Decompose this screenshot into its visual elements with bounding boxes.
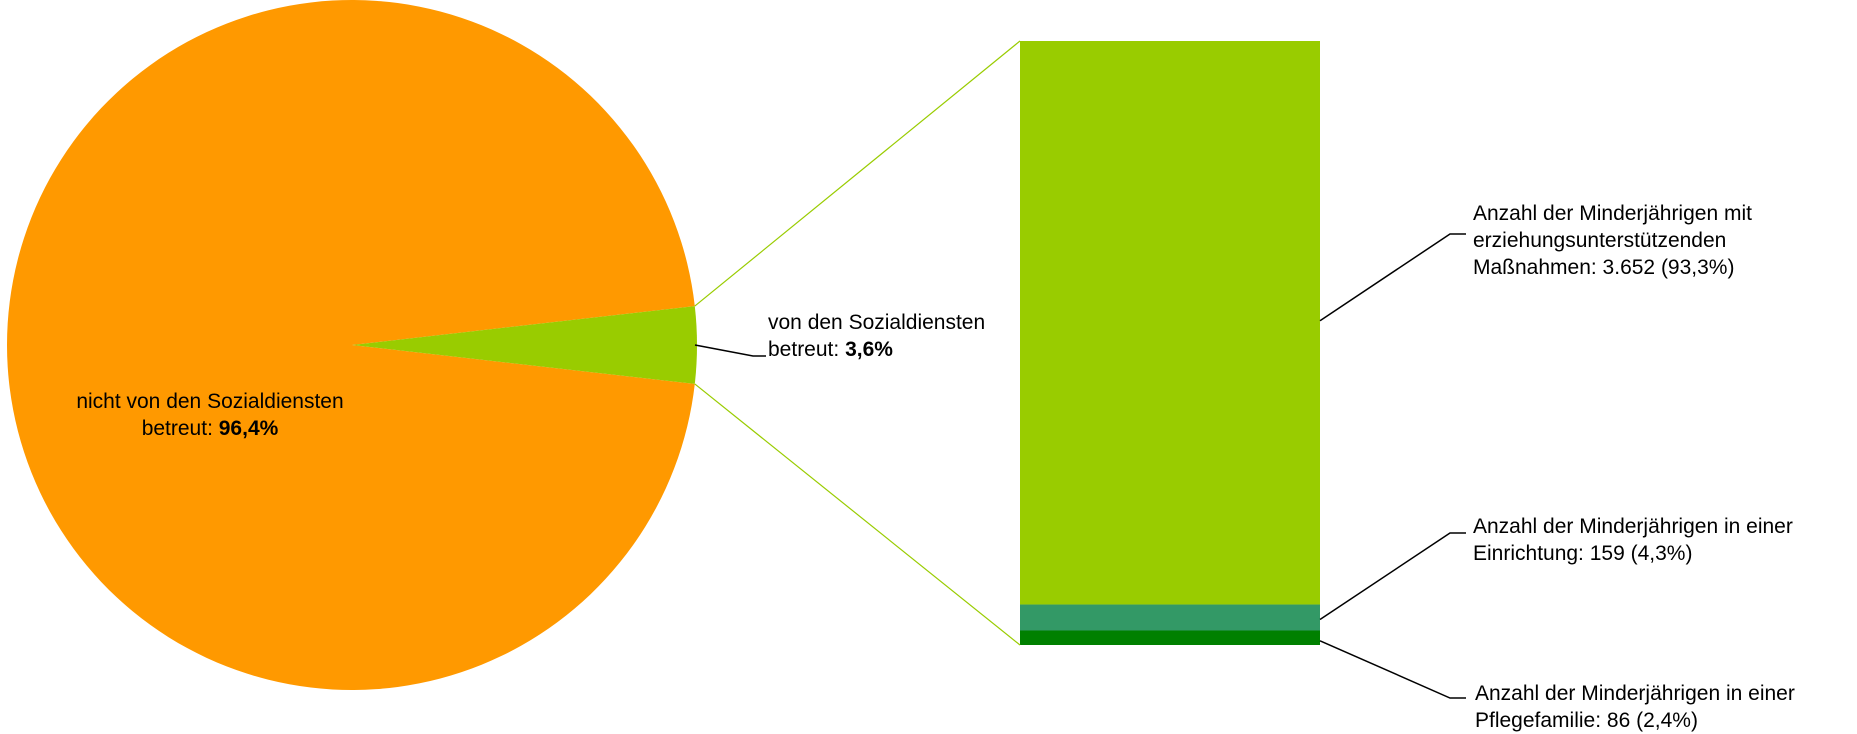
data-label-value: 3,6% — [845, 338, 893, 361]
data-label-prefix: betreut: — [141, 417, 219, 440]
data-label-prefix: betreut: — [768, 338, 846, 361]
leader-line-1 — [1319, 233, 1466, 322]
data-label-value: 96,4% — [218, 417, 279, 440]
data-label-institution: Anzahl der Minderjährigen in einer Einri… — [1473, 513, 1793, 567]
data-label-line: nicht von den Sozialdiensten — [76, 390, 344, 413]
stacked-bar — [1020, 41, 1320, 645]
leader-line-3 — [1319, 640, 1466, 699]
bar-segment-3 — [1020, 630, 1320, 645]
data-label-line: Anzahl der Minderjährigen in einer — [1473, 515, 1793, 538]
pie-slice-supported — [352, 306, 697, 384]
pie-slice-not-supported — [7, 0, 695, 690]
data-label-line: Maßnahmen: 3.652 (93,3%) — [1473, 256, 1735, 279]
data-label-line: Anzahl der Minderjährigen mit — [1473, 202, 1752, 225]
connector-line-bottom — [694, 383, 1021, 646]
data-label-supported: von den Sozialdiensten betreut: 3,6% — [768, 309, 985, 363]
data-label-not-supported: nicht von den Sozialdiensten betreut: 96… — [20, 388, 400, 442]
data-label-educational-measures: Anzahl der Minderjährigen mit erziehungs… — [1473, 200, 1752, 281]
data-label-line: Einrichtung: 159 (4,3%) — [1473, 542, 1693, 565]
pie-chart — [7, 0, 697, 690]
data-label-line: betreut: 96,4% — [20, 415, 400, 442]
data-label-line: Pflegefamilie: 86 (2,4%) — [1475, 709, 1698, 732]
data-label-line: von den Sozialdiensten — [768, 311, 986, 334]
data-label-line: betreut: 3,6% — [768, 336, 985, 363]
connector-line-top — [694, 40, 1021, 307]
data-label-line: erziehungsunterstützenden — [1473, 229, 1727, 252]
leader-line-2 — [1319, 532, 1466, 621]
leader-lines — [694, 40, 1466, 699]
bar-segment-2 — [1020, 604, 1320, 631]
data-label-line: Anzahl der Minderjährigen in einer — [1475, 682, 1795, 705]
bar-segment-1 — [1020, 41, 1320, 605]
leader-line-supported — [694, 344, 766, 357]
